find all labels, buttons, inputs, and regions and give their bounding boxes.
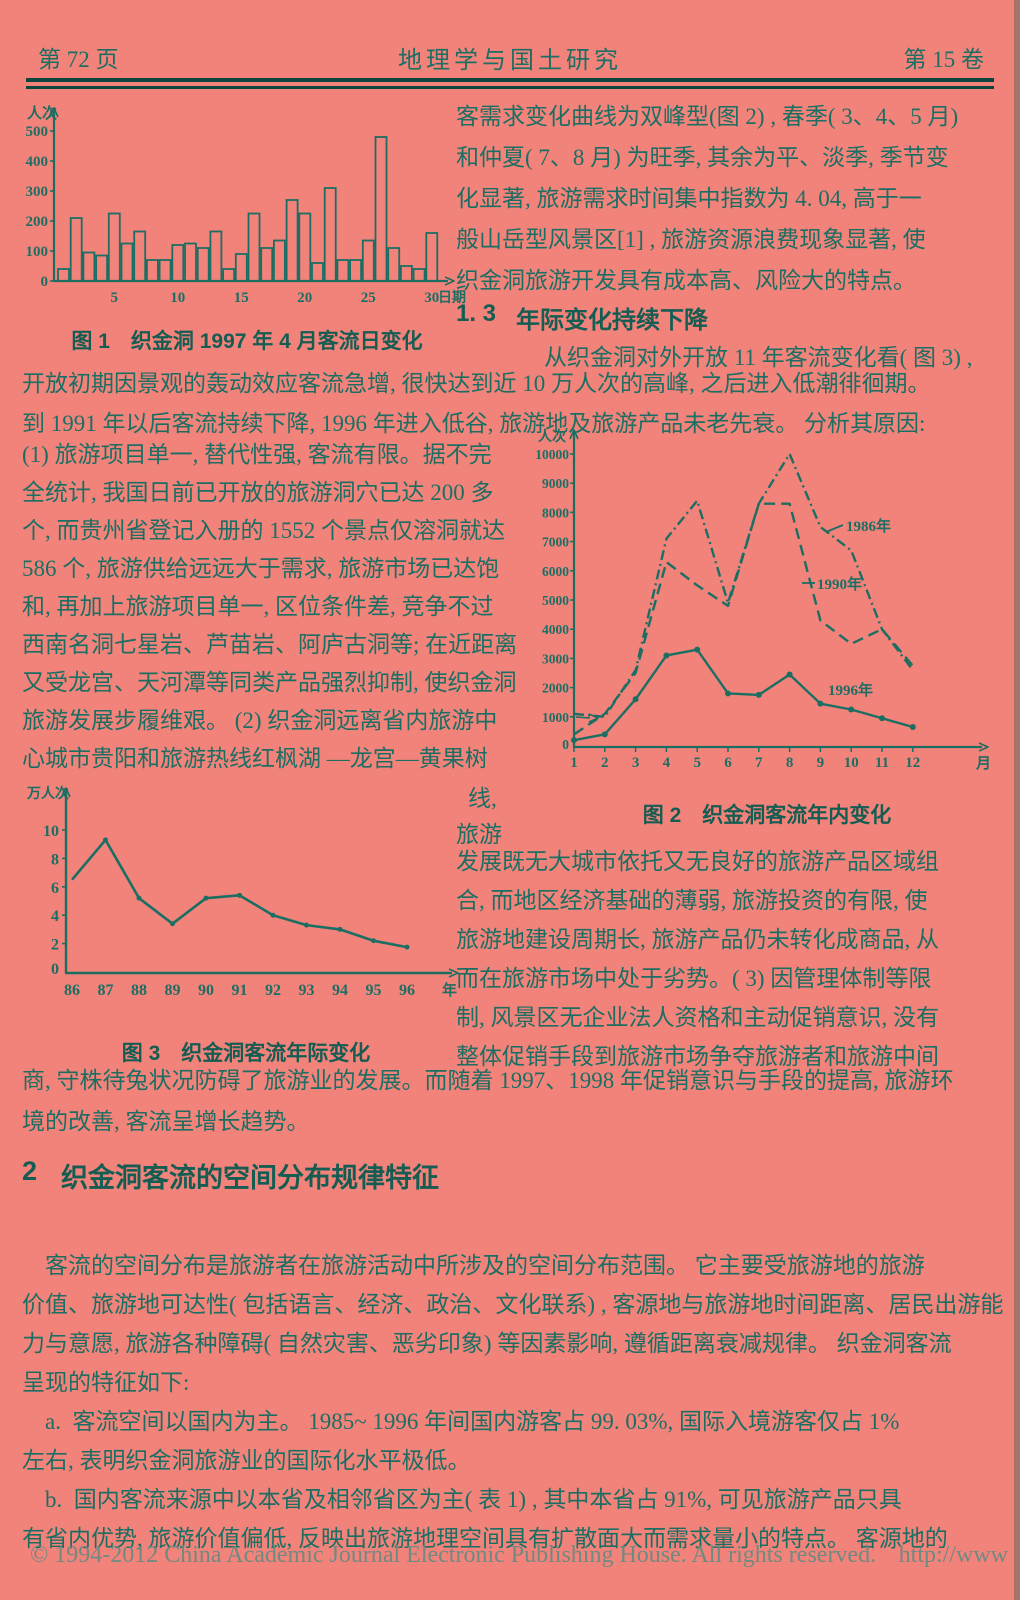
section-2-heading: 2 织金洞客流的空间分布规律特征 bbox=[22, 1156, 439, 1195]
svg-text:89: 89 bbox=[165, 982, 181, 999]
section-1-3-title: 年际变化持续下降 bbox=[516, 307, 709, 334]
figure-3-caption: 图 3 织金洞客流年际变化 bbox=[121, 1042, 371, 1065]
svg-text:1996年: 1996年 bbox=[828, 681, 873, 699]
svg-text:10: 10 bbox=[43, 823, 59, 840]
svg-text:7000: 7000 bbox=[542, 535, 569, 550]
svg-text:90: 90 bbox=[198, 982, 214, 999]
volume-number: 第 15 卷 bbox=[903, 47, 985, 72]
paragraph-fullwidth-closing: 商, 守株待兔状况防碍了旅游业的发展。而随着 1997、1998 年促销意识与手… bbox=[22, 1068, 954, 1134]
svg-text:人次: 人次 bbox=[27, 104, 57, 122]
svg-text:1986年: 1986年 bbox=[846, 517, 891, 535]
svg-text:15: 15 bbox=[234, 290, 249, 306]
annual-visitors-line-chart: 万人次 0 2 4 6 8 10 86 87 88 89 90 91 92 93 94 95 96 年 bbox=[26, 785, 459, 999]
section-2-title: 织金洞客流的空间分布规律特征 bbox=[61, 1163, 440, 1193]
scan-edge-artifact bbox=[1014, 0, 1020, 1600]
wrapped-word-line: 线, bbox=[468, 786, 497, 811]
svg-text:10: 10 bbox=[844, 755, 859, 771]
svg-text:4: 4 bbox=[663, 755, 671, 771]
paragraph-seasonal-variation: 客需求变化曲线为双峰型(图 2) , 春季( 3、4、5 月) 和仲夏( 7、8… bbox=[456, 104, 959, 293]
svg-text:5: 5 bbox=[111, 290, 119, 306]
svg-text:12: 12 bbox=[905, 755, 920, 771]
svg-text:500: 500 bbox=[26, 124, 49, 140]
wrapped-word-tourism: 旅游 bbox=[456, 822, 502, 847]
svg-text:1990年: 1990年 bbox=[817, 575, 862, 593]
figure-2: 人次 0 1000 2000 3000 4000 5000 6000 7000 8000 9000 1… bbox=[526, 424, 1008, 829]
svg-text:9: 9 bbox=[817, 755, 825, 771]
paragraph-fullwidth-opening: 开放初期因景观的轰动效应客流急增, 很快达到近 10 万人次的高峰, 之后进入低… bbox=[22, 371, 931, 436]
svg-text:100: 100 bbox=[26, 244, 49, 260]
svg-text:88: 88 bbox=[131, 982, 147, 999]
svg-text:300: 300 bbox=[26, 184, 49, 200]
svg-text:年: 年 bbox=[442, 981, 457, 999]
svg-text:400: 400 bbox=[26, 154, 49, 170]
svg-text:96: 96 bbox=[399, 982, 415, 999]
section-2-number: 2 bbox=[22, 1156, 38, 1186]
svg-text:0: 0 bbox=[562, 737, 569, 752]
paragraph-right-column-reasons: 发展既无大城市依托又无良好的旅游产品区域组 合, 而地区经济基础的薄弱, 旅游投… bbox=[456, 849, 939, 1069]
monthly-visitors-line-chart: 人次 0 1000 2000 3000 4000 5000 6000 7000 8000 9000 1… bbox=[535, 428, 991, 772]
svg-text:5: 5 bbox=[693, 755, 701, 771]
svg-text:1: 1 bbox=[570, 755, 578, 771]
svg-text:2: 2 bbox=[601, 755, 609, 771]
svg-text:7: 7 bbox=[755, 755, 763, 771]
svg-text:3000: 3000 bbox=[542, 651, 569, 666]
svg-text:人次: 人次 bbox=[538, 428, 566, 445]
svg-text:20: 20 bbox=[297, 290, 312, 306]
svg-text:200: 200 bbox=[26, 214, 49, 230]
svg-text:3: 3 bbox=[632, 755, 640, 771]
header-rule-top bbox=[26, 78, 994, 82]
svg-text:94: 94 bbox=[332, 982, 348, 999]
svg-text:2: 2 bbox=[51, 937, 59, 954]
svg-text:1000: 1000 bbox=[542, 710, 569, 725]
svg-text:87: 87 bbox=[98, 982, 114, 999]
svg-text:8000: 8000 bbox=[542, 505, 569, 520]
svg-text:6000: 6000 bbox=[542, 564, 569, 579]
svg-text:91: 91 bbox=[232, 982, 248, 999]
svg-text:5000: 5000 bbox=[542, 593, 569, 608]
svg-text:6: 6 bbox=[724, 755, 732, 771]
svg-text:2000: 2000 bbox=[542, 681, 569, 696]
svg-text:月: 月 bbox=[975, 755, 991, 772]
svg-text:0: 0 bbox=[51, 961, 59, 978]
svg-text:万人次: 万人次 bbox=[26, 785, 69, 802]
figure-2-caption: 图 2 织金洞客流年内变化 bbox=[642, 804, 892, 827]
svg-text:0: 0 bbox=[41, 274, 49, 290]
section-2-paragraph: 客流的空间分布是旅游者在旅游活动中所涉及的空间分布范围。 它主要受旅游地的旅游 … bbox=[22, 1253, 1004, 1551]
copyright-link-fragment: http://www bbox=[898, 1542, 1008, 1568]
svg-text:8: 8 bbox=[786, 755, 794, 771]
svg-text:92: 92 bbox=[265, 982, 281, 999]
paragraph-left-column-reasons: (1) 旅游项目单一, 替代性强, 客流有限。据不完 全统计, 我国日前已开放的… bbox=[22, 442, 518, 771]
svg-text:10: 10 bbox=[170, 290, 185, 306]
section-1-3-heading: 1. 3 年际变化持续下降 bbox=[456, 300, 708, 335]
svg-text:4: 4 bbox=[51, 908, 59, 925]
section-1-3-lead-line: 从织金洞对外开放 11 年客流变化看( 图 3) , bbox=[544, 345, 973, 370]
svg-text:6: 6 bbox=[51, 880, 59, 897]
copyright-text: © 1994-2012 China Academic Journal Elect… bbox=[30, 1542, 877, 1568]
section-1-3-number: 1. 3 bbox=[456, 300, 497, 327]
svg-text:25: 25 bbox=[361, 290, 376, 306]
header-rule-bottom bbox=[26, 86, 994, 89]
svg-text:9000: 9000 bbox=[542, 476, 569, 491]
svg-text:95: 95 bbox=[366, 982, 382, 999]
journal-title: 地理学与国土研究 bbox=[398, 48, 622, 74]
svg-text:日期: 日期 bbox=[438, 290, 466, 306]
svg-text:30: 30 bbox=[424, 290, 439, 306]
copyright-watermark: © 1994-2012 China Academic Journal Elect… bbox=[30, 1542, 1008, 1569]
page-number: 第 72 页 bbox=[38, 47, 119, 72]
svg-text:93: 93 bbox=[299, 982, 315, 999]
svg-text:11: 11 bbox=[875, 755, 889, 771]
figure-3: 万人次 0 2 4 6 8 10 86 87 88 89 90 91 92 93 94 95 96 年 图 3 织金… bbox=[22, 782, 470, 1067]
svg-text:4000: 4000 bbox=[542, 622, 569, 637]
svg-text:10000: 10000 bbox=[535, 447, 569, 462]
figure-1: 人次 0 100 200 300 400 500 5 10 15 20 25 30 日期 图 1 织金洞 … bbox=[24, 100, 470, 355]
svg-text:86: 86 bbox=[64, 982, 80, 999]
svg-text:8: 8 bbox=[51, 851, 59, 868]
figure-1-caption: 图 1 织金洞 1997 年 4 月客流日变化 bbox=[71, 330, 423, 353]
